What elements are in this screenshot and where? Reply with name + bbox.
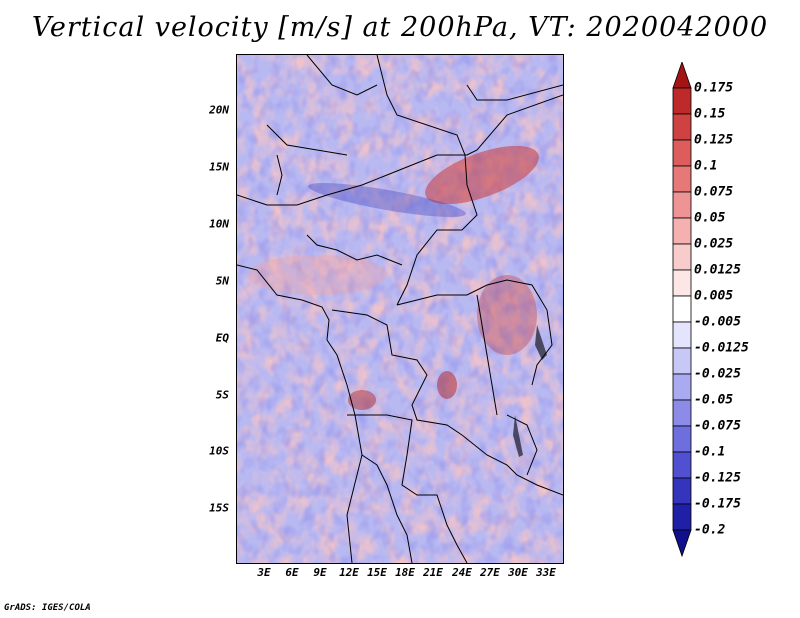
lon-label-24e: 24E bbox=[452, 566, 472, 579]
lon-label-18e: 18E bbox=[395, 566, 415, 579]
map-title: Vertical velocity [m/s] at 200hPa, VT: 2… bbox=[31, 12, 769, 43]
colorbar-box-14 bbox=[672, 425, 692, 453]
lon-label-9e: 9E bbox=[313, 566, 327, 579]
lon-label-33e: 33E bbox=[536, 566, 556, 579]
colorbar-label-3: 0.1 bbox=[694, 158, 718, 174]
colorbar-label-17: -0.2 bbox=[694, 522, 726, 538]
lon-label-27e: 27E bbox=[480, 566, 500, 579]
colorbar-box-4 bbox=[672, 165, 692, 193]
colorbar-box-8 bbox=[672, 269, 692, 297]
lat-label-20n: 20N bbox=[209, 103, 229, 117]
colorbar-box-0 bbox=[672, 62, 692, 89]
colorbar-box-5 bbox=[672, 191, 692, 219]
lon-label-6e: 6E bbox=[285, 566, 299, 579]
colorbar-label-14: -0.1 bbox=[694, 444, 726, 460]
grads-credit: GrADS: IGES/COLA bbox=[4, 603, 91, 613]
colorbar-label-16: -0.175 bbox=[694, 496, 741, 512]
colorbar-box-10 bbox=[672, 321, 692, 349]
lat-label-10n: 10N bbox=[209, 217, 229, 231]
lat-label-15s: 15S bbox=[209, 501, 229, 515]
vertical-velocity-field bbox=[237, 55, 563, 563]
map-panel bbox=[236, 54, 564, 564]
colorbar-label-15: -0.125 bbox=[694, 470, 741, 486]
lon-label-12e: 12E bbox=[339, 566, 359, 579]
lat-label-15n: 15N bbox=[209, 160, 229, 174]
colorbar-box-15 bbox=[672, 451, 692, 479]
colorbar-label-0: 0.175 bbox=[694, 80, 734, 96]
colorbar-label-8: 0.005 bbox=[694, 288, 734, 304]
lon-label-3e: 3E bbox=[257, 566, 271, 579]
colorbar-label-9: -0.005 bbox=[694, 314, 741, 330]
lat-label-eq: EQ bbox=[215, 331, 229, 345]
colorbar-label-5: 0.05 bbox=[694, 210, 726, 226]
colorbar-box-1 bbox=[672, 87, 692, 115]
colorbar-label-11: -0.025 bbox=[694, 366, 741, 382]
colorbar-box-17 bbox=[672, 503, 692, 531]
colorbar-box-12 bbox=[672, 373, 692, 401]
colorbar-box-7 bbox=[672, 243, 692, 271]
colorbar-box-16 bbox=[672, 477, 692, 505]
colorbar-label-7: 0.0125 bbox=[694, 262, 741, 278]
colorbar-box-9 bbox=[672, 295, 692, 323]
colorbar-box-11 bbox=[672, 347, 692, 375]
lat-label-10s: 10S bbox=[209, 444, 229, 458]
colorbar-label-6: 0.025 bbox=[694, 236, 734, 252]
colorbar-box-3 bbox=[672, 139, 692, 167]
colorbar-box-13 bbox=[672, 399, 692, 427]
colorbar-box-2 bbox=[672, 113, 692, 141]
colorbar-label-2: 0.125 bbox=[694, 132, 734, 148]
colorbar-label-10: -0.0125 bbox=[694, 340, 749, 356]
colorbar-label-12: -0.05 bbox=[694, 392, 734, 408]
colorbar-box-18 bbox=[672, 529, 692, 558]
colorbar bbox=[672, 62, 692, 558]
lon-label-15e: 15E bbox=[367, 566, 387, 579]
colorbar-label-4: 0.075 bbox=[694, 184, 734, 200]
lat-label-5s: 5S bbox=[215, 388, 229, 402]
colorbar-label-13: -0.075 bbox=[694, 418, 741, 434]
colorbar-label-1: 0.15 bbox=[694, 106, 726, 122]
lon-label-21e: 21E bbox=[423, 566, 443, 579]
lon-label-30e: 30E bbox=[508, 566, 528, 579]
colorbar-box-6 bbox=[672, 217, 692, 245]
lat-label-5n: 5N bbox=[215, 274, 229, 288]
